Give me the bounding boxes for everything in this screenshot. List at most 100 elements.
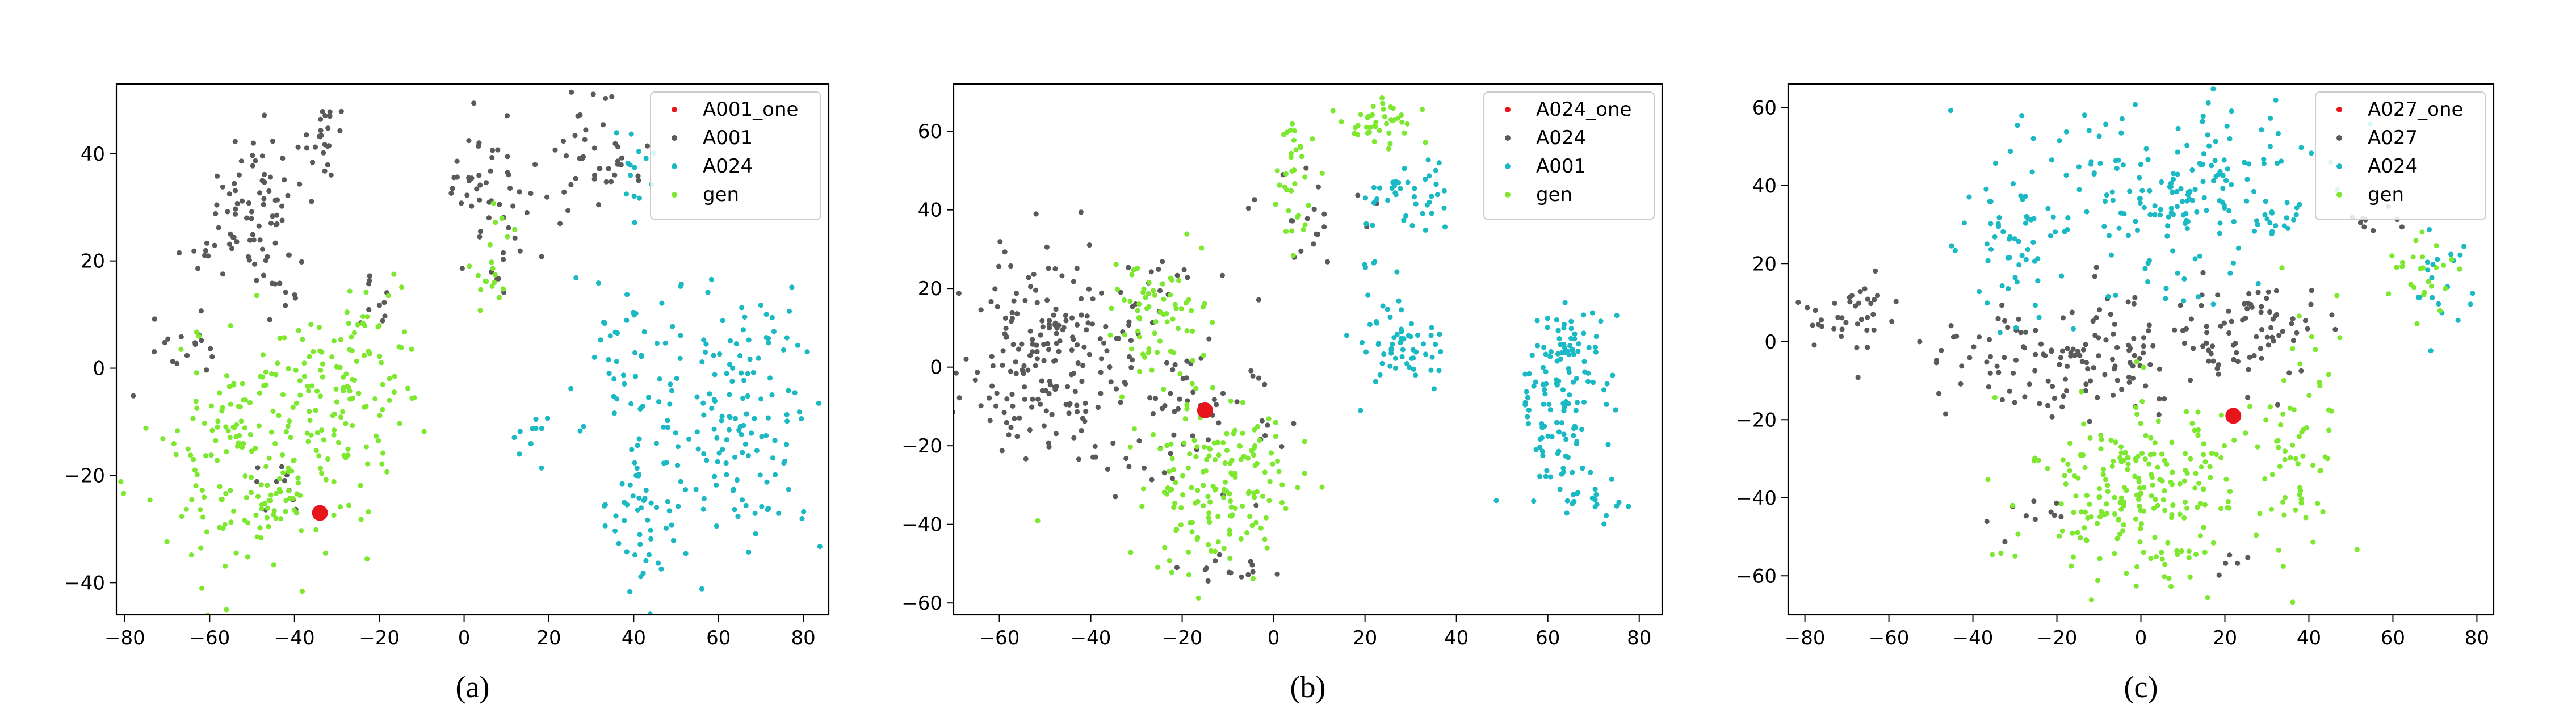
point-a001 bbox=[583, 127, 589, 133]
point-gen bbox=[364, 314, 370, 320]
point-a024 bbox=[1074, 266, 1080, 271]
point-a001 bbox=[454, 174, 460, 180]
point-gen bbox=[2197, 501, 2203, 506]
point-a024 bbox=[1256, 375, 1261, 381]
point-a024 bbox=[2000, 229, 2006, 234]
point-a024 bbox=[2045, 206, 2051, 211]
point-gen bbox=[2386, 291, 2392, 297]
point-a027 bbox=[2002, 355, 2007, 360]
point-gen bbox=[2329, 408, 2334, 414]
point-a024 bbox=[1190, 433, 1195, 439]
point-a001 bbox=[1365, 292, 1371, 298]
point-gen bbox=[409, 396, 415, 401]
point-gen bbox=[333, 386, 339, 392]
point-a001 bbox=[539, 254, 544, 259]
point-a024 bbox=[747, 357, 753, 362]
point-gen bbox=[307, 354, 312, 360]
point-gen bbox=[1319, 170, 1325, 176]
point-a001 bbox=[1542, 387, 1547, 393]
point-gen bbox=[1283, 506, 1289, 511]
point-gen bbox=[1171, 505, 1177, 510]
point-a027 bbox=[2037, 401, 2042, 406]
point-gen bbox=[2109, 463, 2115, 469]
point-gen bbox=[2112, 494, 2117, 501]
point-a001 bbox=[1614, 313, 1620, 318]
point-gen bbox=[2138, 421, 2143, 426]
point-a001 bbox=[1522, 402, 1528, 408]
point-gen bbox=[2283, 448, 2288, 454]
point-gen bbox=[2070, 554, 2076, 560]
point-a001 bbox=[191, 248, 197, 254]
point-a024 bbox=[758, 302, 763, 308]
point-gen bbox=[1178, 306, 1184, 312]
point-a024 bbox=[1252, 197, 1257, 203]
point-a001 bbox=[170, 359, 175, 364]
point-a024 bbox=[2309, 150, 2314, 156]
point-a001 bbox=[1556, 429, 1562, 435]
point-gen bbox=[363, 444, 370, 450]
point-a024 bbox=[720, 318, 725, 324]
point-a024 bbox=[2251, 228, 2258, 234]
point-a024 bbox=[2052, 229, 2058, 235]
point-a001 bbox=[1593, 492, 1599, 497]
point-a024 bbox=[1126, 464, 1132, 469]
point-a024 bbox=[712, 473, 718, 479]
point-gen bbox=[1201, 483, 1206, 488]
point-a024 bbox=[1041, 423, 1047, 429]
point-gen bbox=[121, 490, 127, 496]
point-a024 bbox=[712, 372, 718, 378]
point-a001 bbox=[454, 158, 460, 164]
point-a001 bbox=[1389, 185, 1395, 191]
point-gen bbox=[258, 535, 264, 541]
point-a024 bbox=[740, 327, 746, 333]
point-gen bbox=[271, 512, 276, 518]
point-gen bbox=[213, 438, 219, 443]
point-a001 bbox=[1562, 402, 1567, 408]
point-a024 bbox=[2145, 157, 2151, 162]
point-gen bbox=[2155, 418, 2161, 424]
point-a024 bbox=[700, 506, 706, 512]
point-gen bbox=[314, 430, 321, 436]
point-gen bbox=[1300, 227, 1306, 233]
point-gen bbox=[1363, 124, 1369, 130]
point-gen bbox=[192, 467, 198, 473]
point-a024 bbox=[2018, 193, 2024, 199]
point-a001 bbox=[231, 234, 237, 240]
point-a001 bbox=[474, 186, 480, 192]
point-a024 bbox=[665, 498, 670, 505]
point-a024 bbox=[1123, 455, 1129, 462]
x-tick-label: 40 bbox=[1444, 627, 1469, 649]
point-gen bbox=[2196, 427, 2201, 433]
legend-marker bbox=[2336, 107, 2342, 112]
point-gen bbox=[1370, 103, 1376, 110]
point-gen bbox=[1998, 550, 2004, 556]
point-gen bbox=[286, 488, 292, 494]
point-gen bbox=[272, 441, 278, 447]
point-a024 bbox=[1304, 216, 1310, 221]
point-gen bbox=[228, 323, 233, 329]
point-a024 bbox=[1095, 404, 1101, 410]
point-a001 bbox=[506, 225, 511, 230]
point-gen bbox=[322, 550, 329, 556]
point-a024 bbox=[726, 427, 732, 433]
point-a027 bbox=[2010, 370, 2016, 376]
point-a024 bbox=[1220, 391, 1226, 396]
point-a001 bbox=[500, 250, 506, 256]
point-a001 bbox=[1413, 201, 1419, 207]
point-gen bbox=[1398, 112, 1404, 118]
point-a027 bbox=[1810, 322, 1815, 328]
point-a027 bbox=[2267, 309, 2273, 315]
point-a024 bbox=[1159, 406, 1165, 412]
point-gen bbox=[286, 366, 291, 372]
point-a024 bbox=[1057, 338, 1063, 344]
point-gen bbox=[185, 446, 191, 452]
point-a024 bbox=[1013, 291, 1020, 296]
x-tick-label: −60 bbox=[189, 627, 230, 649]
point-gen bbox=[2058, 501, 2064, 507]
point-gen bbox=[2201, 441, 2206, 447]
point-gen bbox=[2420, 265, 2426, 271]
point-gen bbox=[1169, 456, 1175, 462]
point-a024 bbox=[2168, 206, 2174, 211]
point-a024 bbox=[1078, 209, 1084, 215]
point-gen bbox=[1177, 371, 1183, 377]
